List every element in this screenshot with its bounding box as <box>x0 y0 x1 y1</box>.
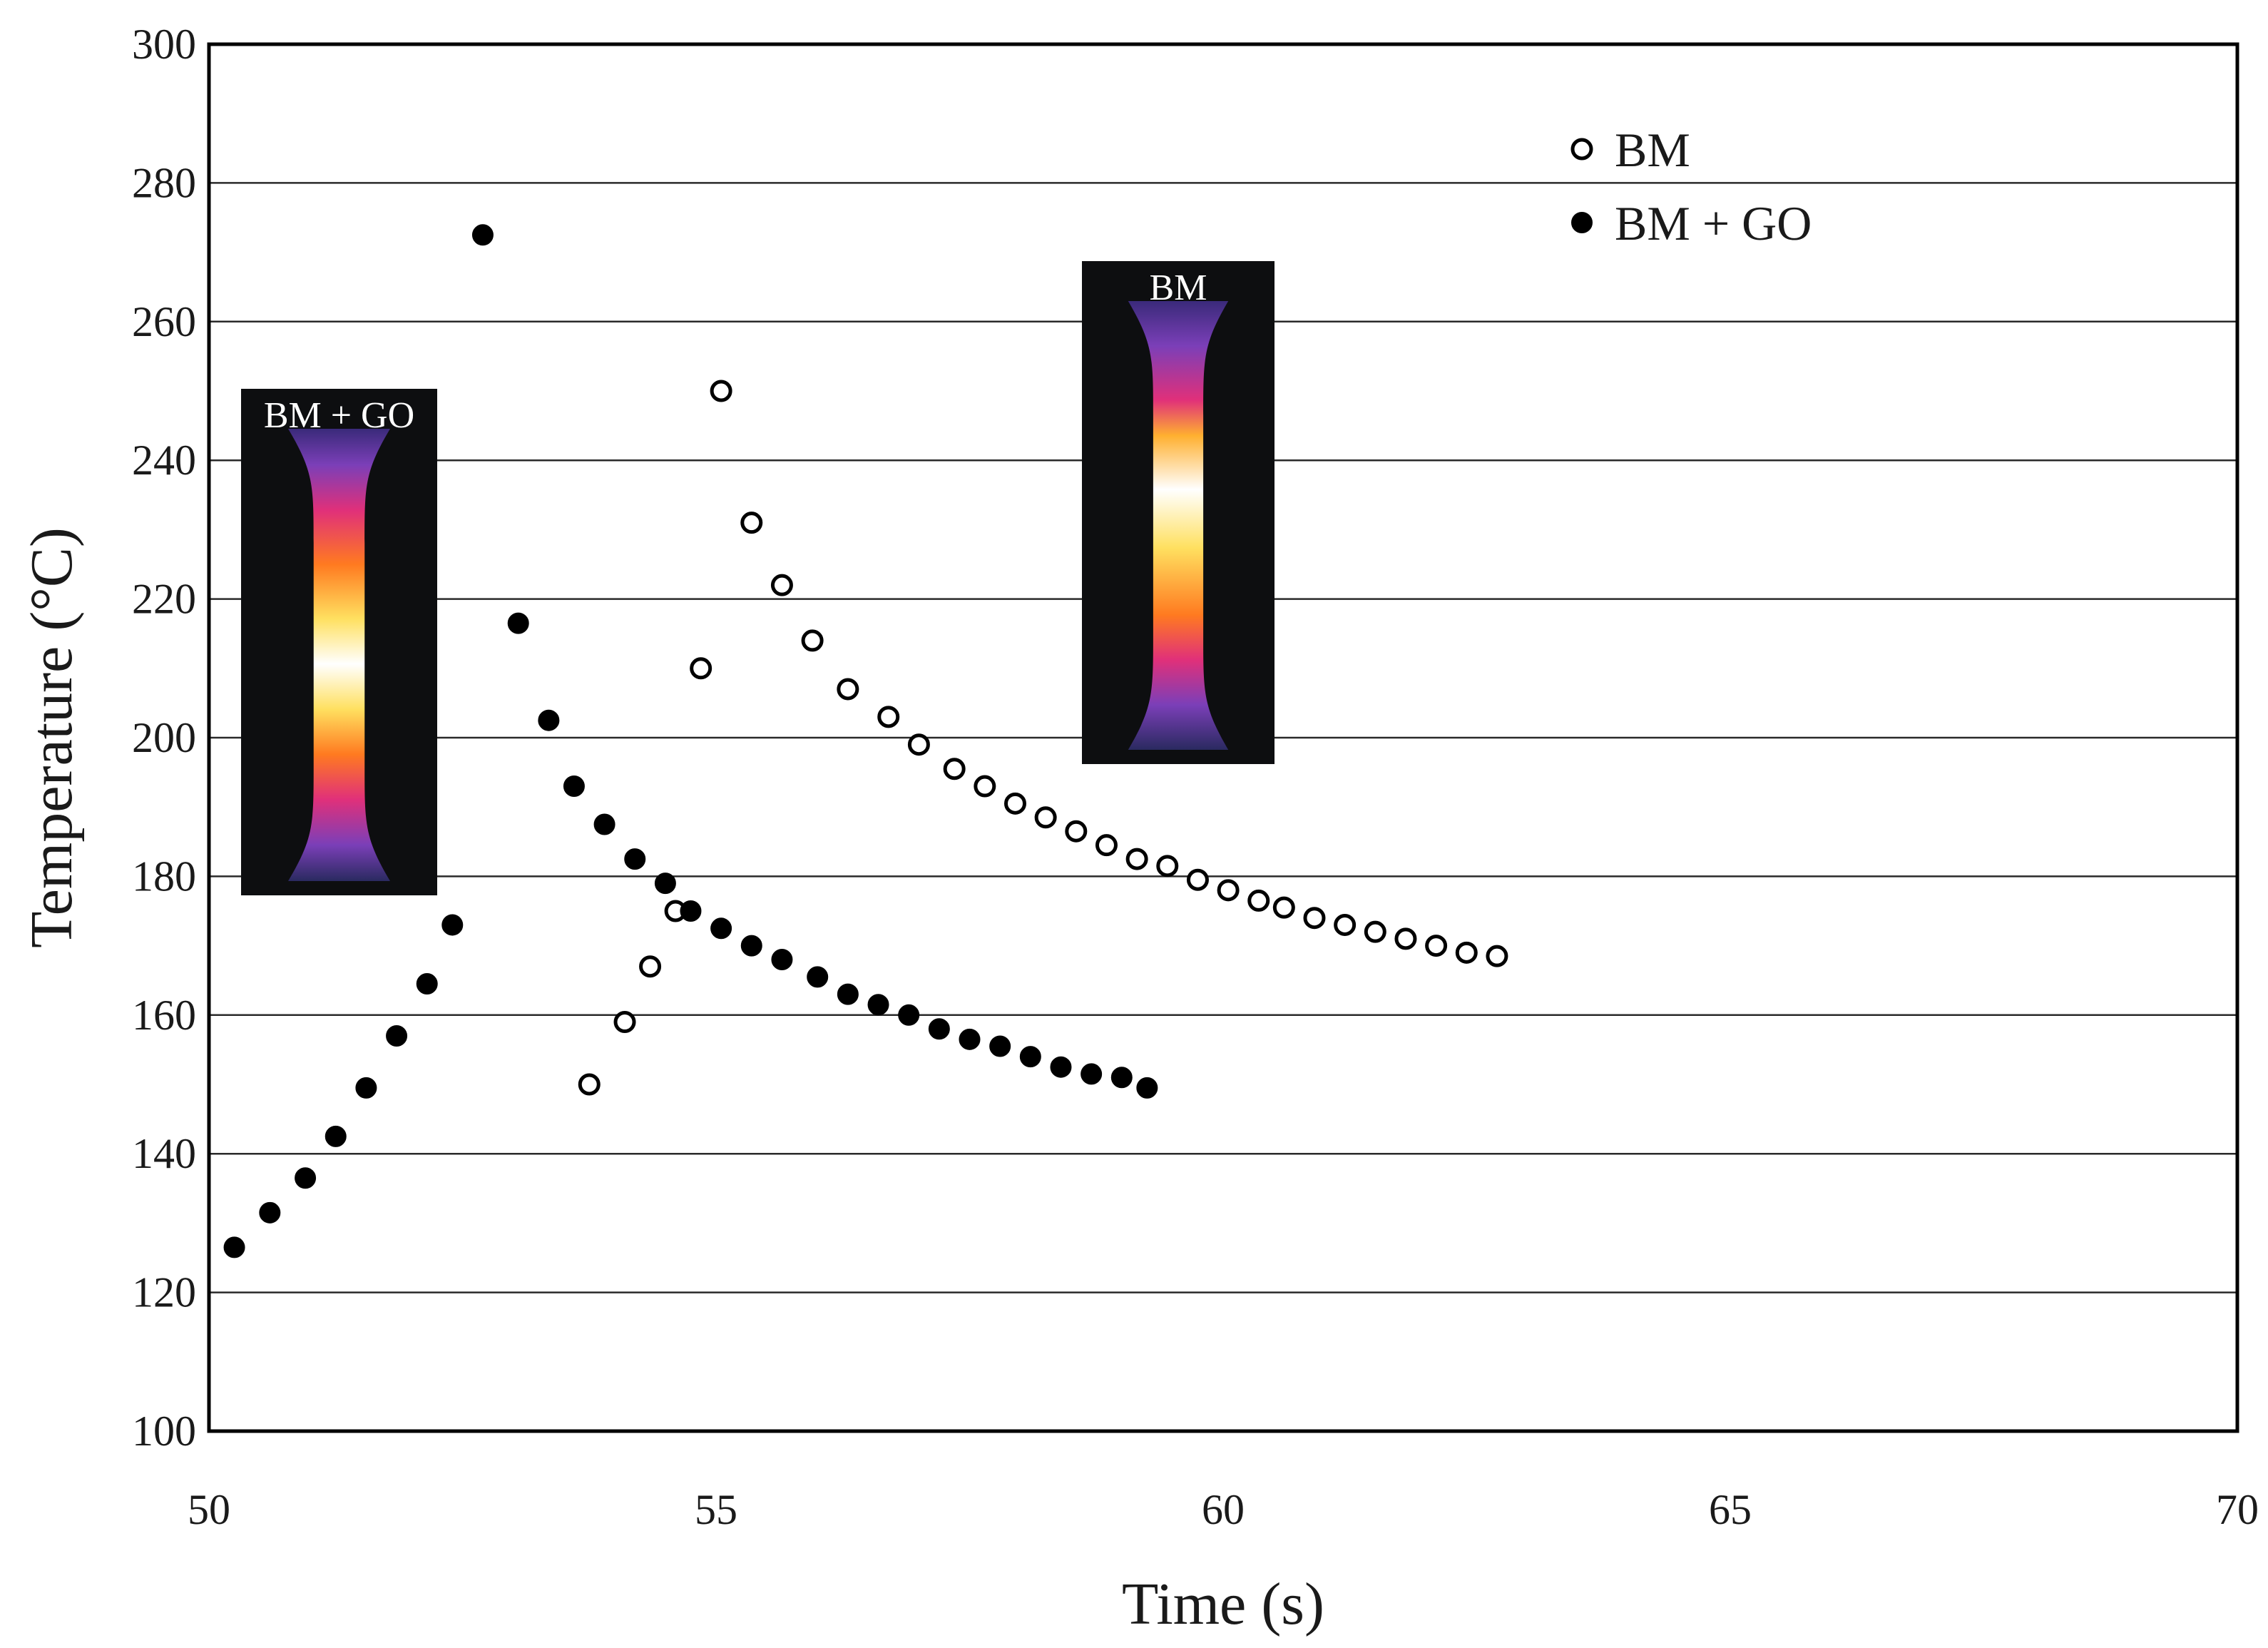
x-tick-label: 65 <box>1709 1486 1752 1533</box>
data-points <box>223 224 1508 1258</box>
data-point <box>710 917 732 940</box>
data-point <box>898 1004 920 1026</box>
data-point <box>1486 945 1508 967</box>
data-point <box>295 1167 317 1189</box>
inset-bm: BM <box>1082 261 1275 764</box>
thermal-specimen <box>288 429 390 881</box>
data-point <box>1110 1067 1133 1089</box>
thermal-specimen <box>1128 301 1229 750</box>
data-point <box>471 224 494 246</box>
data-point <box>593 813 615 835</box>
data-point <box>386 1024 408 1047</box>
y-tick-label: 260 <box>132 298 196 345</box>
y-tick-label: 200 <box>132 714 196 761</box>
y-axis-title: Temperature (°C) <box>19 527 85 948</box>
data-point <box>1156 855 1179 878</box>
data-point <box>1019 1046 1041 1068</box>
data-point <box>690 657 712 680</box>
y-tick-label: 300 <box>132 21 196 68</box>
data-point <box>416 973 438 995</box>
data-point <box>1034 806 1057 829</box>
data-point <box>907 733 930 756</box>
data-point <box>710 380 732 402</box>
data-point <box>1272 896 1295 919</box>
x-tick-label: 50 <box>188 1486 230 1533</box>
data-point <box>959 1028 981 1050</box>
data-point <box>740 512 763 534</box>
data-point <box>680 900 702 922</box>
data-point <box>1081 1063 1103 1085</box>
legend: BM BM + GO <box>1570 123 1812 250</box>
data-point <box>578 1073 601 1096</box>
data-point <box>877 706 900 728</box>
y-tick-labels: 100 120 140 160 180 200 220 240 260 280 300 <box>132 21 196 1455</box>
y-tick-label: 240 <box>132 437 196 484</box>
data-point <box>1455 941 1478 964</box>
x-tick-label: 55 <box>695 1486 737 1533</box>
plot-frame <box>207 42 2239 1433</box>
data-point <box>1217 879 1240 902</box>
data-point <box>989 1035 1011 1057</box>
y-tick-label: 140 <box>132 1130 196 1177</box>
x-tick-label: 70 <box>2216 1486 2259 1533</box>
data-point <box>807 966 829 988</box>
data-point <box>1065 820 1088 843</box>
x-tick-label: 60 <box>1202 1486 1245 1533</box>
data-point <box>837 678 859 701</box>
x-tick-labels: 50 55 60 65 70 <box>188 1486 2259 1533</box>
data-point <box>943 758 966 780</box>
legend-label-bm-go: BM + GO <box>1615 196 1812 250</box>
data-point <box>1186 868 1209 891</box>
data-point <box>801 629 824 652</box>
data-point <box>771 949 793 971</box>
legend-label-bm: BM <box>1615 123 1690 177</box>
y-tick-label: 120 <box>132 1269 196 1316</box>
data-point <box>770 574 793 596</box>
data-point <box>1247 889 1270 912</box>
data-point <box>624 848 646 870</box>
data-point <box>259 1201 281 1224</box>
data-point <box>974 775 996 798</box>
data-point <box>223 1236 245 1258</box>
data-point <box>441 914 464 936</box>
data-point <box>1003 792 1026 815</box>
inset-label: BM <box>1150 268 1207 308</box>
thermal-insets: BM + GO BM <box>241 261 1275 895</box>
data-point <box>928 1018 950 1040</box>
data-point <box>837 983 859 1005</box>
data-point <box>867 994 889 1016</box>
data-point <box>1125 848 1148 870</box>
y-tick-label: 180 <box>132 853 196 900</box>
inset-label: BM + GO <box>264 395 414 436</box>
data-point <box>563 775 585 798</box>
y-tick-label: 220 <box>132 576 196 623</box>
x-axis-title: Time (s) <box>1122 1571 1324 1637</box>
legend-marker-bm-go <box>1571 212 1593 233</box>
data-point <box>355 1077 377 1099</box>
data-point <box>1095 834 1118 857</box>
data-point <box>538 709 560 731</box>
data-point <box>507 612 529 634</box>
data-point <box>613 1011 636 1034</box>
inset-bm-go: BM + GO <box>241 389 437 895</box>
data-point <box>1364 920 1386 943</box>
data-point <box>1425 935 1448 957</box>
data-point <box>1334 913 1357 936</box>
data-point <box>1050 1056 1072 1078</box>
data-point <box>654 873 676 895</box>
legend-marker-bm <box>1570 138 1593 161</box>
data-point <box>1394 927 1417 950</box>
data-point <box>740 935 762 957</box>
y-tick-label: 280 <box>132 159 196 206</box>
data-point <box>325 1125 347 1147</box>
data-point <box>1303 907 1326 930</box>
y-tick-label: 160 <box>132 992 196 1039</box>
series-bm-go <box>223 224 1158 1258</box>
data-point <box>1136 1077 1158 1099</box>
series-bm <box>578 380 1508 1096</box>
data-point <box>639 955 662 978</box>
y-tick-label: 100 <box>132 1408 196 1455</box>
